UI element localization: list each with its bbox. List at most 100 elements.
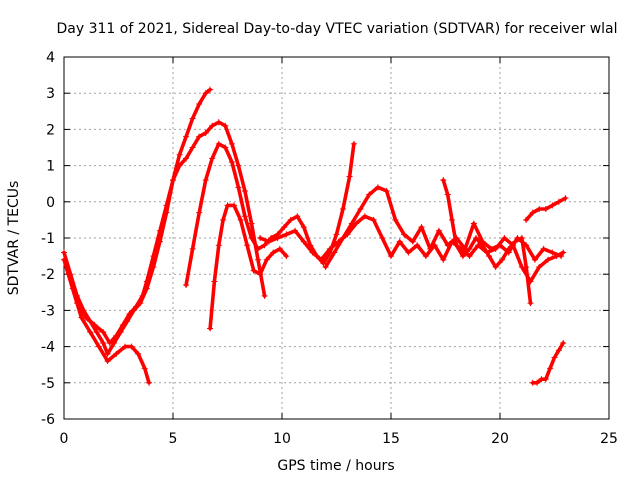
data-point [281, 224, 288, 231]
series-trace-4 [183, 140, 357, 289]
series-trace-9 [523, 195, 569, 223]
data-point [228, 158, 235, 165]
data-point [196, 209, 203, 216]
data-point [183, 282, 190, 289]
x-tick-label: 10 [273, 431, 291, 447]
data-point [189, 115, 196, 122]
data-point [215, 242, 222, 249]
data-point [235, 162, 242, 169]
data-point [444, 191, 451, 198]
data-point [163, 202, 170, 209]
data-point [65, 271, 72, 278]
data-point [207, 325, 214, 332]
axis-ticks [63, 56, 610, 420]
data-point [74, 300, 81, 307]
data-point [542, 376, 549, 383]
data-point [113, 350, 120, 357]
series-line [62, 257, 151, 385]
data-point [113, 332, 120, 339]
data-point [340, 235, 347, 241]
data-point [261, 242, 268, 249]
data-point [322, 263, 329, 270]
data-point [388, 253, 394, 260]
data-point [549, 202, 556, 209]
data-point [383, 187, 390, 194]
data-point [274, 235, 281, 241]
data-point [189, 245, 196, 252]
data-point [211, 278, 218, 285]
data-point [440, 177, 447, 184]
data-point [346, 173, 353, 180]
data-point [202, 130, 209, 137]
data-point [189, 144, 196, 151]
x-axis-label: GPS time / hours [277, 458, 394, 474]
data-point [488, 245, 495, 252]
data-point [150, 253, 157, 260]
data-point [523, 263, 530, 270]
data-point [241, 213, 248, 220]
data-point [499, 256, 506, 263]
data-point [235, 184, 242, 191]
series-line [441, 178, 533, 305]
data-point [100, 329, 107, 336]
data-point [374, 184, 381, 191]
data-point [207, 86, 214, 93]
data-point [222, 122, 229, 129]
data-point [292, 227, 299, 234]
y-tick-label: 0 [46, 195, 55, 211]
data-point [183, 133, 190, 140]
data-point [106, 339, 113, 346]
data-point [146, 379, 153, 386]
series-trace-3 [65, 119, 268, 346]
data-point [176, 162, 183, 169]
y-tick-label: -5 [41, 376, 55, 392]
data-point [331, 249, 338, 256]
data-point [231, 202, 238, 209]
series-line [530, 341, 565, 385]
x-tick-label: 5 [169, 431, 178, 447]
data-point [549, 249, 556, 256]
data-point [401, 231, 408, 238]
x-tick-labels: 0 5 10 15 20 25 [60, 431, 618, 447]
data-point [544, 256, 551, 263]
data-point [183, 155, 190, 162]
data-point [473, 235, 480, 241]
x-tick-label: 25 [600, 431, 618, 447]
data-point [61, 249, 67, 256]
data-point [470, 220, 477, 227]
data-point [529, 209, 536, 216]
data-point [255, 245, 262, 252]
data-point [143, 278, 150, 285]
data-point [326, 245, 333, 252]
data-point [318, 256, 325, 263]
data-point [139, 292, 146, 299]
data-point [501, 235, 508, 241]
data-point [294, 213, 301, 220]
data-point [209, 122, 216, 129]
data-point [497, 242, 503, 249]
plot-frame [63, 56, 610, 420]
data-point [366, 191, 373, 198]
data-point [241, 187, 248, 194]
chart-title: Day 311 of 2021, Sidereal Day-to-day VTE… [56, 21, 617, 37]
data-point [350, 140, 357, 147]
series-trace-2 [61, 256, 153, 386]
data-point [422, 253, 429, 260]
y-tick-labels: -6 -5 -4 -3 -2 -1 0 1 2 3 4 [41, 50, 55, 428]
data-point [82, 314, 89, 321]
data-point [261, 292, 268, 299]
data-point [170, 177, 176, 184]
data-point [534, 379, 541, 386]
data-point [132, 303, 139, 310]
data-point [202, 177, 209, 184]
x-tick-label: 15 [382, 431, 400, 447]
data-point [348, 220, 355, 227]
x-tick-label: 20 [491, 431, 509, 447]
y-tick-label: -1 [41, 231, 55, 247]
data-point [357, 206, 364, 213]
data-point [263, 256, 270, 263]
series-trace-10 [529, 339, 567, 386]
data-point [300, 238, 307, 245]
y-tick-label: 1 [46, 159, 55, 175]
